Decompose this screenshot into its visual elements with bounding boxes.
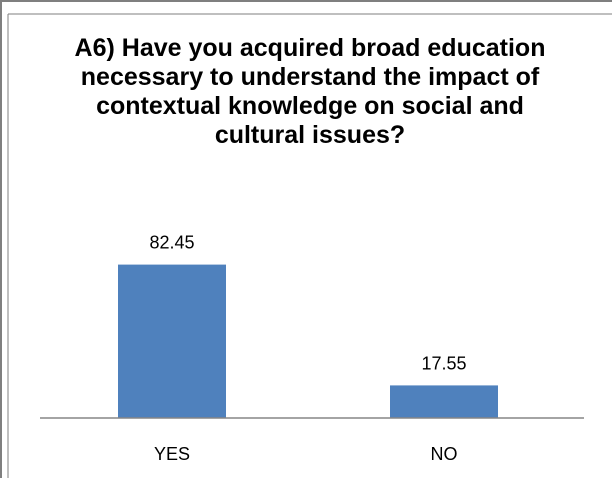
data-label-no: 17.55 xyxy=(421,353,466,373)
x-tick-label-no: NO xyxy=(431,444,458,464)
data-label-yes: 82.45 xyxy=(149,233,194,253)
bar-yes xyxy=(118,264,226,418)
bar-no xyxy=(390,385,498,418)
x-tick-label-yes: YES xyxy=(154,444,190,464)
chart-title: A6) Have you acquired broad education ne… xyxy=(74,34,546,149)
bars-layer: 82.45 17.55 xyxy=(118,233,498,418)
